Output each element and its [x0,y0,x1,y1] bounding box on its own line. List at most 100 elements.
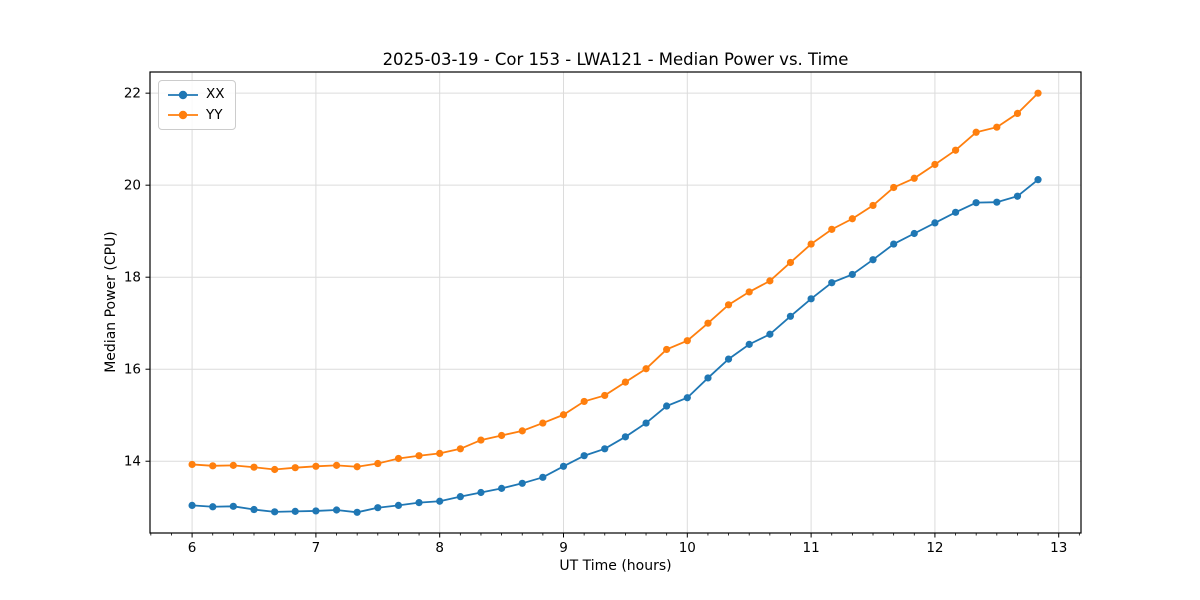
data-point-xx [931,219,939,227]
data-point-xx [374,504,382,512]
data-point-yy [332,461,341,469]
data-point-yy [498,431,506,440]
data-point-yy [250,463,258,471]
data-point-xx [291,507,299,515]
data-point-xx [951,208,960,216]
data-point-xx [436,497,444,505]
data-point-xx [559,462,568,470]
data-point-xx [332,506,341,514]
data-point-xx [642,419,650,427]
data-point-yy [291,464,299,472]
data-point-yy [456,445,464,453]
data-point-xx [394,501,403,509]
data-point-yy [951,146,960,154]
data-point-yy [1034,89,1042,97]
plot-border [149,71,1082,534]
x-tick-label: 9 [559,540,568,556]
data-point-yy [374,459,382,468]
x-axis-label: UT Time (hours) [559,558,672,574]
data-point-yy [271,465,279,474]
data-point-yy [848,215,856,223]
x-tick-label: 10 [679,540,696,556]
y-tick-label: 20 [124,178,141,194]
data-point-xx [663,402,671,410]
data-point-xx [745,340,753,348]
data-point-xx [229,502,237,510]
data-point-yy [807,240,815,248]
data-point-yy [786,258,795,267]
data-point-xx [724,355,733,363]
data-point-xx [415,499,423,507]
data-point-yy [312,462,320,470]
data-point-yy [704,319,712,327]
data-point-yy [972,128,980,136]
data-point-yy [353,463,361,471]
data-point-yy [477,436,485,444]
legend-label-xx: XX [206,86,225,102]
legend-line-marker-icon [168,111,198,120]
data-point-yy [828,225,836,233]
data-point-yy [229,461,237,469]
data-point-yy [890,183,898,192]
data-point-xx [209,503,217,511]
data-point-yy [766,277,774,285]
data-point-xx [848,270,856,279]
data-point-xx [869,256,877,264]
data-point-xx [271,508,279,516]
data-point-xx [1034,176,1042,184]
data-point-xx [890,240,898,248]
data-point-yy [910,174,918,182]
data-point-xx [518,479,526,487]
data-point-xx [601,445,609,453]
data-point-xx [621,433,630,441]
data-point-yy [601,391,609,400]
data-point-yy [683,337,691,345]
x-tick-label: 12 [926,540,943,556]
data-point-yy [663,345,671,354]
data-point-yy [539,419,547,427]
data-point-yy [436,449,444,458]
data-point-xx [456,493,464,501]
data-point-yy [415,452,423,460]
y-tick-label: 18 [124,270,141,286]
legend-entry-yy: YY [167,107,225,125]
data-point-xx [188,501,196,509]
data-point-yy [394,454,403,463]
x-tick-label: 13 [1050,540,1067,556]
data-point-xx [704,374,712,382]
legend: XX YY [158,80,236,131]
x-tick-label: 8 [435,540,444,556]
data-point-yy [621,378,630,386]
x-tick-label: 11 [803,540,820,556]
x-tick-label: 6 [188,540,197,556]
data-point-xx [828,279,836,287]
data-point-xx [477,488,485,497]
data-point-yy [518,427,526,435]
x-tick-label: 7 [312,540,321,556]
data-point-xx [312,507,320,515]
data-point-yy [580,397,588,406]
data-point-yy [1013,109,1022,118]
legend-line-marker-icon [168,90,198,99]
data-point-xx [766,330,774,338]
y-tick-label: 22 [124,86,141,102]
data-point-xx [1013,192,1022,200]
data-point-yy [188,460,196,469]
chart-title: 2025-03-19 - Cor 153 - LWA121 - Median P… [382,50,849,69]
data-point-xx [580,452,588,460]
legend-label-yy: YY [206,106,223,123]
legend-entry-xx: XX [167,86,225,104]
data-point-xx [972,199,980,207]
data-point-yy [724,301,733,309]
data-point-xx [353,508,361,516]
y-tick-label: 16 [124,362,141,378]
data-point-yy [993,123,1001,131]
data-point-xx [683,394,691,402]
data-point-yy [745,288,753,296]
data-point-yy [559,411,568,419]
data-point-xx [498,484,506,492]
data-point-yy [869,201,877,210]
data-point-yy [931,160,939,169]
data-point-xx [539,473,547,481]
